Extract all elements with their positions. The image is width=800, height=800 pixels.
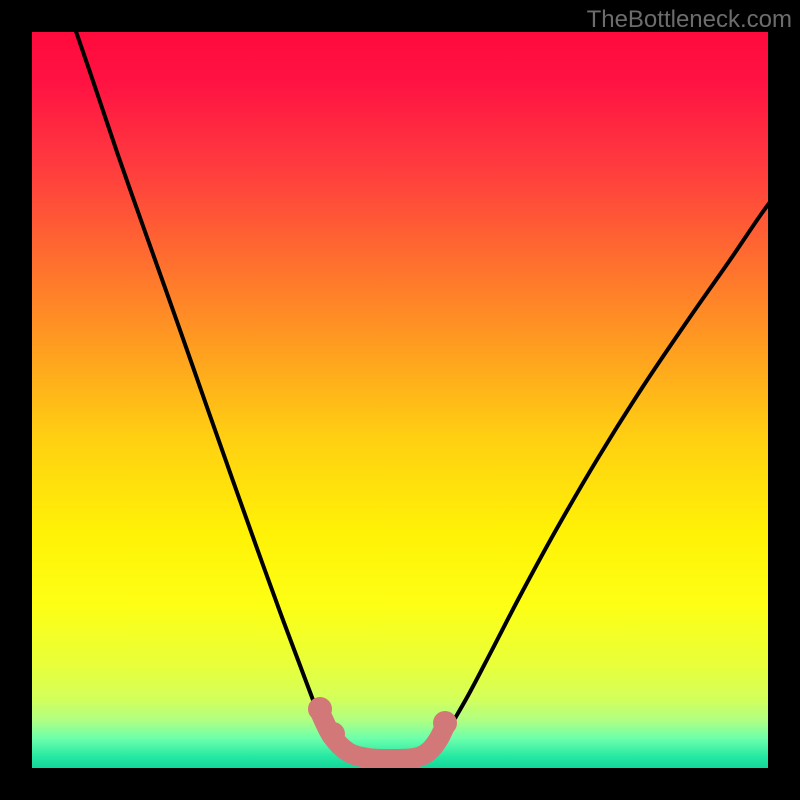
bottleneck-chart	[0, 0, 800, 800]
marker-dot	[321, 722, 345, 746]
marker-dot	[433, 711, 457, 735]
chart-canvas: TheBottleneck.com	[0, 0, 800, 800]
plot-background	[32, 32, 768, 768]
marker-dot	[308, 697, 332, 721]
